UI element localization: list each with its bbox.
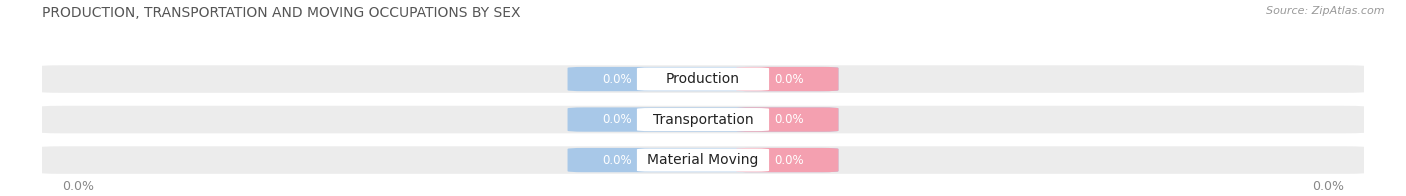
Text: 0.0%: 0.0% [602,113,631,126]
Text: 0.0%: 0.0% [775,154,804,167]
FancyBboxPatch shape [35,146,1371,174]
FancyBboxPatch shape [568,148,838,172]
FancyBboxPatch shape [737,67,838,91]
FancyBboxPatch shape [35,106,1371,133]
Text: 0.0%: 0.0% [602,73,631,85]
FancyBboxPatch shape [637,149,769,172]
Text: PRODUCTION, TRANSPORTATION AND MOVING OCCUPATIONS BY SEX: PRODUCTION, TRANSPORTATION AND MOVING OC… [42,6,520,20]
FancyBboxPatch shape [737,107,838,132]
FancyBboxPatch shape [568,107,838,132]
FancyBboxPatch shape [737,148,838,172]
FancyBboxPatch shape [637,67,769,91]
Text: 0.0%: 0.0% [62,180,94,193]
Text: Source: ZipAtlas.com: Source: ZipAtlas.com [1267,6,1385,16]
Text: 0.0%: 0.0% [775,73,804,85]
FancyBboxPatch shape [35,65,1371,93]
Text: Transportation: Transportation [652,113,754,127]
Text: 0.0%: 0.0% [602,154,631,167]
Text: 0.0%: 0.0% [775,113,804,126]
Text: Material Moving: Material Moving [647,153,759,167]
FancyBboxPatch shape [637,108,769,131]
Text: 0.0%: 0.0% [1312,180,1344,193]
Text: Production: Production [666,72,740,86]
FancyBboxPatch shape [568,67,838,91]
